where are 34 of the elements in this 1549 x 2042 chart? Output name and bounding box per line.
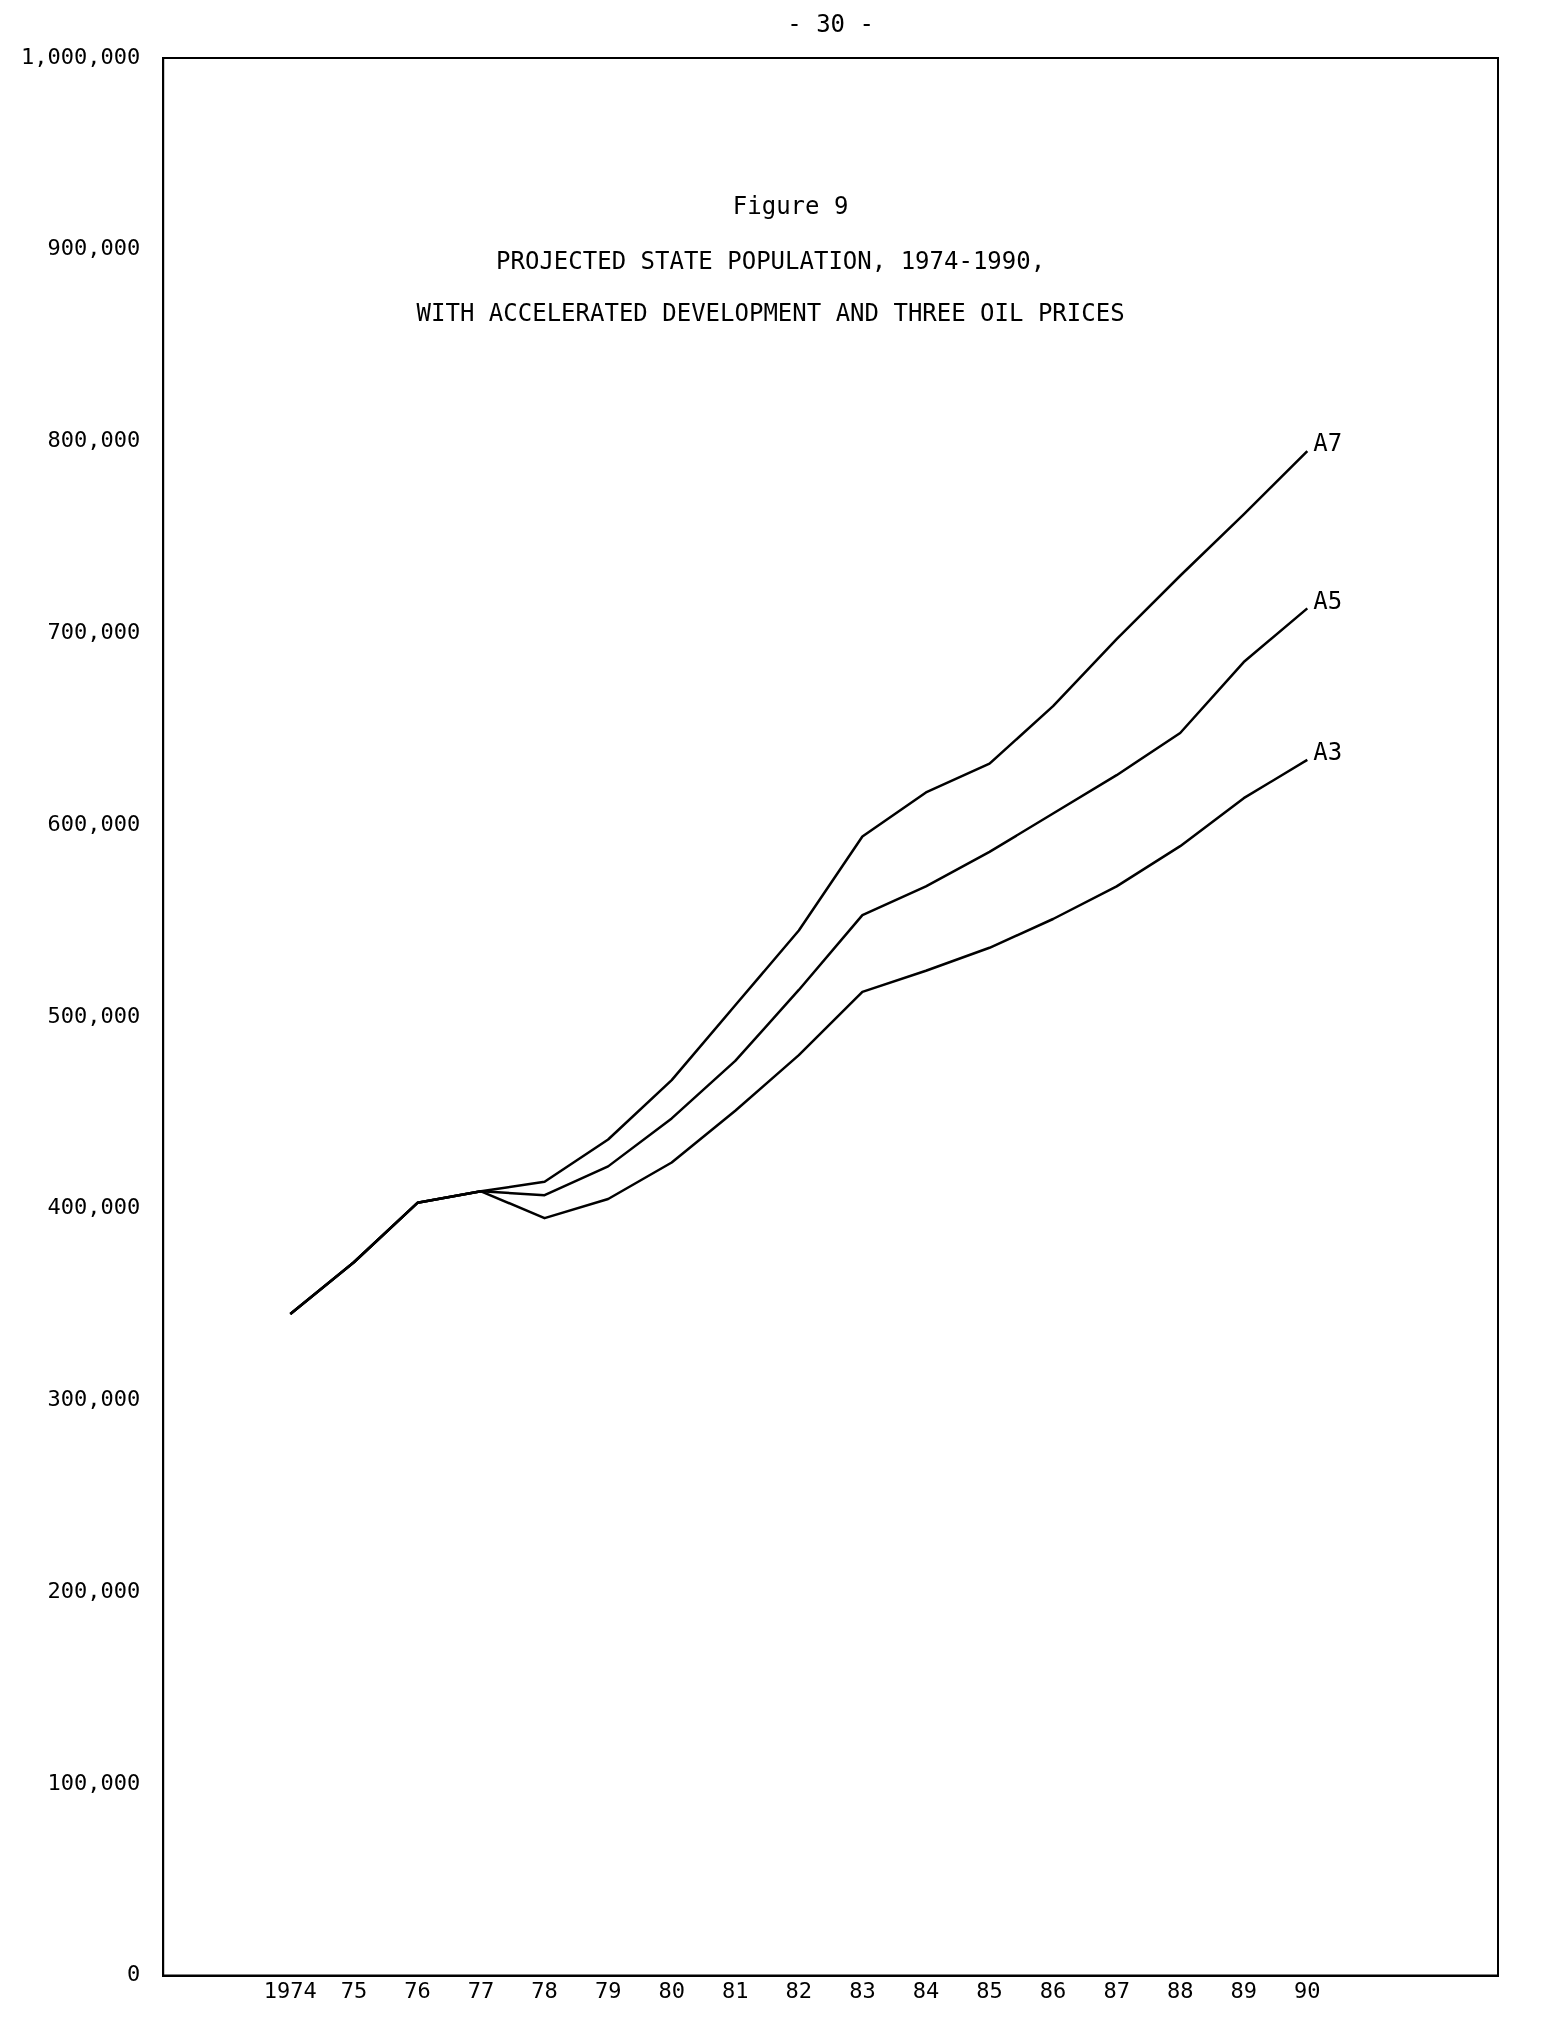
text: Figure 9 [732, 192, 849, 221]
x-tick-label: 78 [531, 1977, 558, 2003]
x-tick-label: 82 [785, 1977, 813, 2003]
y-tick-label: 600,000 [47, 810, 141, 836]
y-tick-label: 200,000 [47, 1577, 141, 1603]
x-tick-label: 77 [467, 1977, 495, 2003]
x-tick-label: 1974 [263, 1977, 317, 2003]
series-label: A7 [1313, 429, 1343, 458]
x-tick-label: 75 [340, 1977, 368, 2003]
y-tick-label: 900,000 [47, 235, 141, 261]
y-tick-label: 1,000,000 [20, 43, 141, 69]
y-tick-label: 800,000 [47, 427, 141, 453]
x-tick-label: 83 [849, 1977, 876, 2003]
x-tick-label: 79 [594, 1977, 622, 2003]
series-label: A3 [1313, 738, 1343, 767]
x-tick-label: 89 [1230, 1977, 1257, 2003]
x-tick-label: 84 [912, 1977, 940, 2003]
x-tick-label: 81 [722, 1977, 749, 2003]
y-tick-label: 100,000 [47, 1769, 141, 1795]
series-label: A5 [1313, 586, 1343, 615]
x-tick-label: 80 [658, 1977, 685, 2003]
x-tick-label: 87 [1103, 1977, 1130, 2003]
x-tick-label: 85 [976, 1977, 1003, 2003]
y-tick-label: 0 [126, 1961, 141, 1987]
y-tick-label: 300,000 [47, 1386, 141, 1412]
x-tick-label: 90 [1294, 1977, 1321, 2003]
text: - 30 - [787, 10, 874, 39]
text: PROJECTED STATE POPULATION, 1974-1990, WITH ACCELERATED DEVELOPMENT AND THREE OIL PRICES [416, 247, 1125, 328]
x-tick-label: 86 [1039, 1977, 1067, 2003]
y-tick-label: 400,000 [47, 1194, 141, 1220]
x-tick-label: 76 [404, 1977, 431, 2003]
y-tick-label: 500,000 [47, 1002, 141, 1028]
y-tick-label: 700,000 [47, 619, 141, 644]
x-tick-label: 88 [1166, 1977, 1194, 2003]
